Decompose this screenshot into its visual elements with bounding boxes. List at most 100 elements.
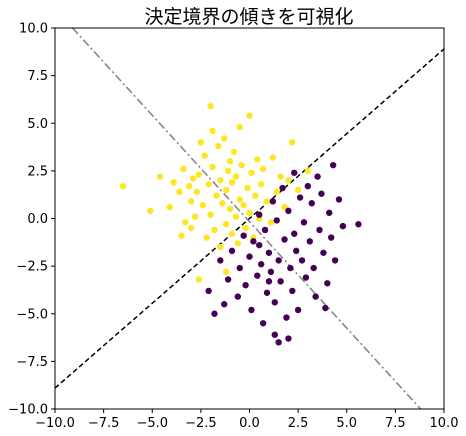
data-points [119,102,362,346]
point-class-0 [275,339,282,346]
x-tick-label: 5.0 [336,416,357,431]
point-class-0 [224,276,232,283]
point-class-0 [283,314,290,321]
point-class-0 [228,247,236,255]
point-class-1 [201,152,208,159]
point-class-0 [308,200,315,207]
point-class-1 [230,148,238,156]
point-class-0 [320,249,327,256]
point-class-1 [217,243,224,251]
point-class-1 [195,171,203,178]
point-class-0 [234,293,242,300]
point-class-1 [236,123,243,131]
point-class-0 [279,184,286,192]
point-class-1 [209,127,216,135]
point-class-0 [322,304,329,312]
point-class-1 [294,186,302,194]
point-class-1 [207,211,214,218]
point-class-1 [205,181,212,188]
point-class-1 [147,207,154,215]
point-class-0 [211,310,218,317]
point-class-1 [228,230,236,237]
point-class-0 [318,190,325,197]
point-class-1 [273,188,280,196]
point-class-1 [199,201,207,209]
point-class-1 [240,201,247,209]
point-class-0 [287,264,294,272]
point-class-0 [205,287,212,295]
point-class-1 [252,192,259,199]
point-class-0 [240,232,247,239]
y-tick-label: −7.5 [16,355,48,370]
point-class-0 [236,264,243,272]
point-class-0 [335,196,343,203]
point-class-1 [246,209,253,216]
point-class-0 [291,169,298,176]
point-class-1 [187,198,195,205]
point-class-0 [256,241,263,249]
point-class-1 [215,142,222,150]
point-class-1 [226,205,234,213]
point-class-0 [281,236,288,243]
x-tick-label: −7.5 [88,416,120,431]
point-class-1 [221,135,228,142]
point-class-0 [291,230,298,237]
y-tick-label: −2.5 [16,260,48,275]
point-class-0 [329,161,337,169]
y-axis: −10.0 −7.5 −5.0 −2.5 0.0 2.5 5.0 7.5 10.0 [8,22,55,418]
point-class-1 [213,192,220,199]
x-tick-label: 0.0 [239,416,260,431]
point-class-1 [224,167,232,175]
point-class-0 [285,335,292,342]
point-class-1 [236,196,243,203]
chart-title: 決定境界の傾きを可視化 [144,6,353,28]
point-class-1 [244,184,251,192]
point-class-1 [246,112,253,119]
point-class-1 [180,165,187,173]
point-class-1 [269,154,277,161]
point-class-0 [271,299,278,306]
point-class-1 [189,175,197,182]
y-tick-label: −10.0 [8,403,48,418]
point-class-1 [304,167,312,175]
decision-boundary-line [55,48,444,389]
point-class-1 [234,240,242,247]
perpendicular-line [71,28,422,409]
point-class-0 [312,293,319,300]
point-class-1 [226,158,234,165]
point-class-0 [263,289,271,296]
y-tick-label: 7.5 [27,69,48,84]
point-class-0 [259,320,267,327]
point-class-1 [207,102,214,110]
point-class-0 [246,253,253,260]
point-class-0 [273,217,280,224]
point-class-0 [326,209,333,216]
point-class-1 [217,177,224,184]
point-class-1 [156,173,164,180]
point-class-1 [222,186,230,194]
point-class-0 [265,278,273,285]
point-class-0 [324,280,331,287]
point-class-1 [186,182,193,190]
point-class-1 [232,213,240,220]
point-class-0 [331,257,339,264]
x-tick-label: −2.5 [185,416,217,431]
point-class-0 [257,261,265,268]
point-class-1 [182,219,189,226]
point-class-1 [259,165,267,173]
point-class-1 [197,139,205,146]
point-class-0 [271,331,278,338]
point-class-0 [285,207,292,215]
point-class-0 [310,264,317,272]
point-class-0 [316,226,323,234]
point-class-0 [265,249,273,256]
point-class-1 [178,232,185,239]
point-class-0 [248,306,255,314]
point-class-1 [176,188,183,196]
point-class-0 [256,211,263,218]
boundary-lines [55,28,444,409]
point-class-0 [300,219,308,226]
point-class-0 [269,198,277,205]
y-tick-label: 5.0 [27,117,48,132]
